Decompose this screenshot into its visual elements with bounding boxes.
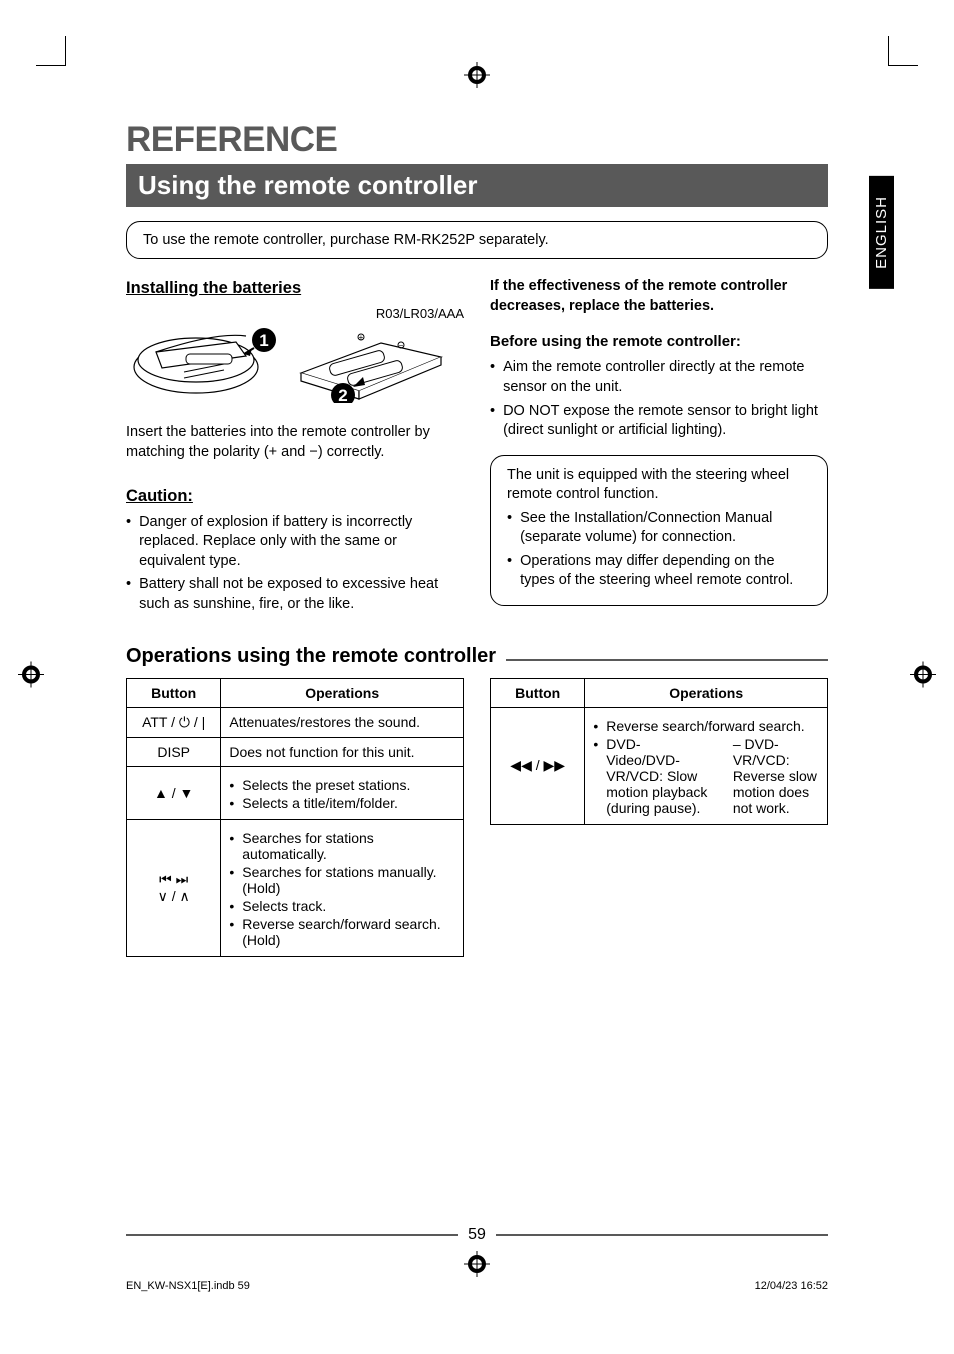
registration-mark-right (910, 662, 936, 693)
page-content: REFERENCE Using the remote controller To… (126, 120, 828, 957)
svg-text:+: + (359, 333, 364, 342)
ops-cell: Attenuates/restores the sound. (221, 707, 464, 737)
effectiveness-note: If the effectiveness of the remote contr… (490, 277, 828, 316)
steering-intro: The unit is equipped with the steering w… (507, 466, 811, 505)
page-rule-right (496, 1234, 828, 1236)
operations-heading: Operations using the remote controller (126, 645, 496, 668)
ops-cell: Reverse search/forward search. DVD-Video… (585, 707, 828, 824)
print-footer: EN_KW-NSX1[E].indb 59 12/04/23 16:52 (126, 1280, 828, 1292)
remote-open-icon: 1 (126, 312, 281, 402)
page-number: 59 (468, 1226, 486, 1244)
page-number-row: 59 (126, 1226, 828, 1244)
battery-type-label: R03/LR03/AAA (291, 305, 464, 323)
operations-heading-row: Operations using the remote controller (126, 645, 828, 668)
col-header-ops: Operations (585, 678, 828, 707)
table-row: ◀◀ / ▶▶ Reverse search/forward search. D… (491, 707, 828, 824)
before-item: DO NOT expose the remote sensor to brigh… (490, 402, 828, 441)
operations-table-left: Button Operations ATT / ⏻ / | Attenuates… (126, 678, 464, 957)
registration-mark-bottom (464, 1251, 490, 1282)
language-tab: ENGLISH (869, 176, 894, 289)
before-item: Aim the remote controller directly at th… (490, 358, 828, 397)
ops-cell: Selects the preset stations. Selects a t… (221, 766, 464, 819)
table-row: ⏮ ⏭∨ / ∧ Searches for stations automatic… (127, 819, 464, 956)
footer-filename: EN_KW-NSX1[E].indb 59 (126, 1280, 250, 1292)
registration-mark-top (464, 62, 490, 93)
registration-mark-left (18, 662, 44, 693)
caution-list: Danger of explosion if battery is incorr… (126, 513, 464, 615)
caution-item: Danger of explosion if battery is incorr… (126, 513, 464, 572)
steering-wheel-box: The unit is equipped with the steering w… (490, 455, 828, 606)
steering-list: See the Installation/Connection Manual (… (507, 509, 811, 591)
before-using-list: Aim the remote controller directly at th… (490, 358, 828, 440)
install-batteries-heading: Installing the batteries (126, 277, 464, 299)
button-cell: ◀◀ / ▶▶ (491, 707, 585, 824)
steering-item: See the Installation/Connection Manual (… (507, 509, 811, 548)
footer-timestamp: 12/04/23 16:52 (755, 1280, 828, 1292)
right-column: If the effectiveness of the remote contr… (490, 277, 828, 619)
col-header-button: Button (491, 678, 585, 707)
before-using-heading: Before using the remote controller: (490, 332, 828, 352)
page-rule-left (126, 1234, 458, 1236)
button-cell: ⏮ ⏭∨ / ∧ (127, 819, 221, 956)
battery-illustration: 1 R03/LR03/AAA + − 2 (126, 305, 464, 409)
button-cell: ATT / ⏻ / | (127, 707, 221, 737)
purchase-note-text: To use the remote controller, purchase R… (143, 232, 549, 248)
heading-rule (506, 659, 828, 661)
operations-table-right: Button Operations ◀◀ / ▶▶ Reverse search… (490, 678, 828, 825)
ops-cell: Does not function for this unit. (221, 737, 464, 766)
button-cell: ▲ / ▼ (127, 766, 221, 819)
section-title-bar: Using the remote controller (126, 164, 828, 207)
steering-item: Operations may differ depending on the t… (507, 552, 811, 591)
svg-text:1: 1 (259, 331, 268, 350)
left-column: Installing the batteries 1 R03/LR03 (126, 277, 464, 619)
insert-instructions: Insert the batteries into the remote con… (126, 423, 464, 462)
svg-text:−: − (399, 341, 404, 350)
reference-title: REFERENCE (126, 120, 828, 160)
battery-insert-icon: + − 2 (291, 323, 461, 403)
col-header-ops: Operations (221, 678, 464, 707)
ops-cell: Searches for stations automatically. Sea… (221, 819, 464, 956)
table-row: DISP Does not function for this unit. (127, 737, 464, 766)
svg-text:2: 2 (338, 386, 347, 403)
purchase-note-box: To use the remote controller, purchase R… (126, 221, 828, 259)
crop-mark-tr (888, 36, 918, 66)
caution-item: Battery shall not be exposed to excessiv… (126, 575, 464, 614)
table-row: ATT / ⏻ / | Attenuates/restores the soun… (127, 707, 464, 737)
col-header-button: Button (127, 678, 221, 707)
table-row: ▲ / ▼ Selects the preset stations. Selec… (127, 766, 464, 819)
button-cell: DISP (127, 737, 221, 766)
caution-heading: Caution: (126, 485, 464, 507)
crop-mark-tl (36, 36, 66, 66)
